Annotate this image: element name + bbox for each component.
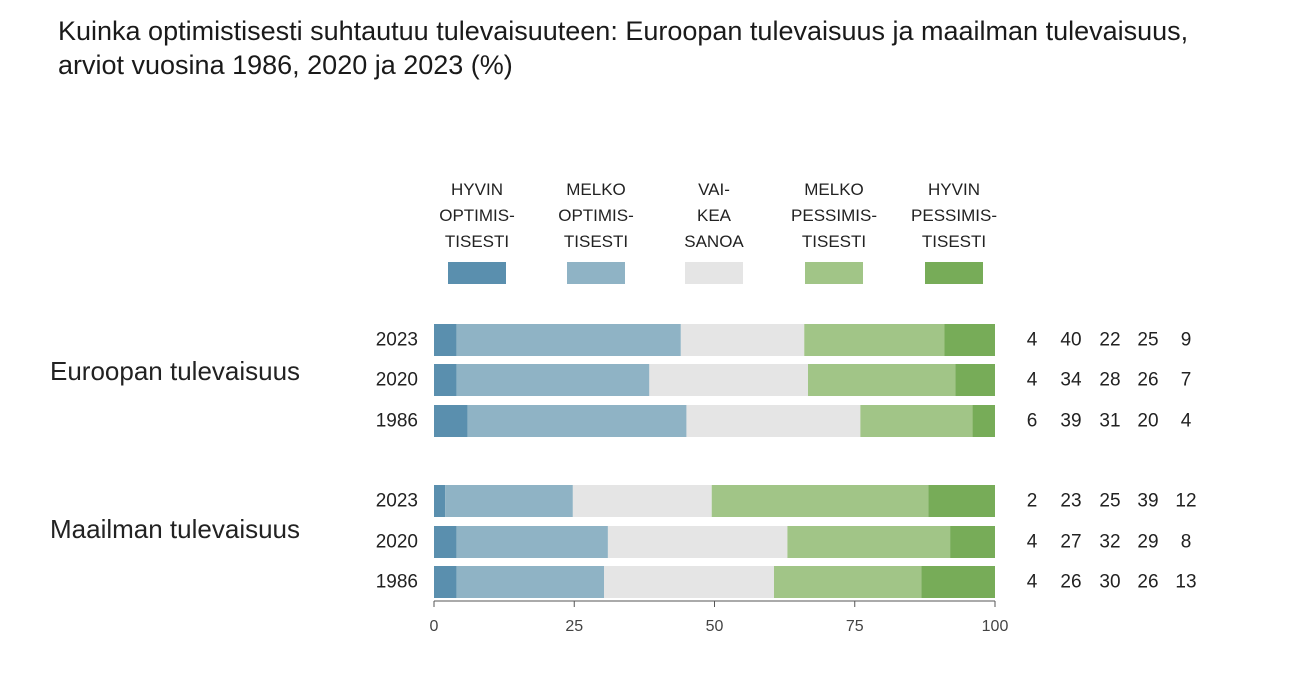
data-label: 4 [1027, 572, 1038, 593]
data-label: 4 [1181, 411, 1192, 432]
data-label: 20 [1137, 411, 1158, 432]
data-label: 26 [1060, 572, 1081, 593]
legend-label: HYVIN PESSIMIS-TISESTI [911, 180, 997, 251]
data-label: 34 [1060, 370, 1082, 391]
x-tick-label: 75 [846, 618, 864, 635]
bar-segment [649, 364, 808, 396]
year-label: 2020 [376, 532, 418, 553]
bar-segment [808, 364, 956, 396]
group-label: Maailman tulevaisuus [50, 514, 300, 544]
chart-title: Kuinka optimistisesti suhtautuu tulevais… [58, 16, 1189, 80]
legend-swatch [448, 262, 506, 284]
bar-segment [972, 405, 995, 437]
data-label: 30 [1099, 572, 1120, 593]
data-label: 13 [1175, 572, 1196, 593]
data-label: 39 [1060, 411, 1081, 432]
data-label: 4 [1027, 370, 1038, 391]
data-label: 26 [1137, 370, 1158, 391]
bar-segment [950, 526, 995, 558]
data-label: 29 [1137, 532, 1158, 553]
x-axis: 0 25 50 75 100 [430, 600, 1009, 635]
bar-group: Maailman tulevaisuus 2023 2020 1986 [50, 485, 995, 598]
bar-segment [445, 485, 573, 517]
legend-swatch [805, 262, 863, 284]
data-label: 4 [1027, 532, 1038, 553]
data-label: 25 [1099, 491, 1120, 512]
data-label: 27 [1060, 532, 1081, 553]
year-label: 1986 [376, 411, 418, 432]
bar-segment [928, 485, 995, 517]
bar-segment [456, 324, 681, 356]
legend: HYVIN OPTIMIS-TISESTI MELKO OPTIMIS-TISESTI… [439, 180, 997, 284]
bar-segment [434, 526, 457, 558]
data-label: 39 [1137, 491, 1158, 512]
data-label: 4 [1027, 330, 1038, 351]
bar-segment [572, 485, 712, 517]
bar-segment [774, 566, 922, 598]
legend-label: MELKO PESSIMIS-TISESTI [791, 180, 877, 251]
data-label: 31 [1099, 411, 1120, 432]
chart-groups: Euroopan tulevaisuus202320201986Maailman… [50, 324, 995, 598]
bar-segment [955, 364, 995, 396]
x-tick-label: 100 [982, 618, 1009, 635]
data-label: 8 [1181, 532, 1192, 553]
legend-swatch [925, 262, 983, 284]
x-tick-label: 0 [430, 618, 439, 635]
bar-segment [434, 324, 457, 356]
bar-group: Euroopan tulevaisuus 2023 2020 1986 [50, 324, 995, 437]
legend-label: HYVIN OPTIMIS-TISESTI [439, 180, 515, 251]
data-label: 2 [1027, 491, 1038, 512]
legend-label: MELKO OPTIMIS-TISESTI [558, 180, 634, 251]
data-label: 25 [1137, 330, 1158, 351]
legend-item: HYVIN OPTIMIS-TISESTI [439, 180, 515, 284]
legend-item: VAI-KEA SANOA [684, 180, 744, 284]
data-label: 6 [1027, 411, 1038, 432]
data-label: 7 [1181, 370, 1192, 391]
year-label: 1986 [376, 572, 418, 593]
bar-segment [456, 526, 608, 558]
bar-segment [607, 526, 788, 558]
bar-segment [456, 566, 604, 598]
bar-segment [921, 566, 995, 598]
bar-segment [604, 566, 774, 598]
year-label: 2023 [376, 330, 418, 351]
bar-segment [711, 485, 929, 517]
group-label: Euroopan tulevaisuus [50, 356, 300, 386]
data-label: 9 [1181, 330, 1192, 351]
data-label: 28 [1099, 370, 1120, 391]
legend-item: MELKO OPTIMIS-TISESTI [558, 180, 634, 284]
bar-segment [680, 324, 805, 356]
legend-swatch [685, 262, 743, 284]
data-label: 22 [1099, 330, 1120, 351]
bar-segment [686, 405, 861, 437]
bar-segment [787, 526, 951, 558]
bar-segment [944, 324, 995, 356]
legend-swatch [567, 262, 625, 284]
bar-segment [456, 364, 650, 396]
x-tick-label: 25 [565, 618, 583, 635]
bar-segment [804, 324, 945, 356]
bar-segment [434, 364, 457, 396]
data-label: 32 [1099, 532, 1120, 553]
bar-segment [434, 405, 468, 437]
year-label: 2020 [376, 370, 418, 391]
data-label: 23 [1060, 491, 1081, 512]
bar-segment [860, 405, 973, 437]
bar-segment [467, 405, 687, 437]
legend-label: VAI-KEA SANOA [684, 180, 744, 251]
data-label: 40 [1060, 330, 1081, 351]
data-label: 12 [1175, 491, 1196, 512]
value-columns: 4 40 22 25 9 4 34 28 26 7 6 39 31 20 4 2 23 25 39 12 4 27 32 29… [1027, 330, 1197, 593]
data-label: 26 [1137, 572, 1158, 593]
legend-item: MELKO PESSIMIS-TISESTI [791, 180, 877, 284]
bar-segment [434, 566, 457, 598]
x-tick-label: 50 [706, 618, 724, 635]
bar-segment [434, 485, 446, 517]
legend-item: HYVIN PESSIMIS-TISESTI [911, 180, 997, 284]
year-label: 2023 [376, 491, 418, 512]
